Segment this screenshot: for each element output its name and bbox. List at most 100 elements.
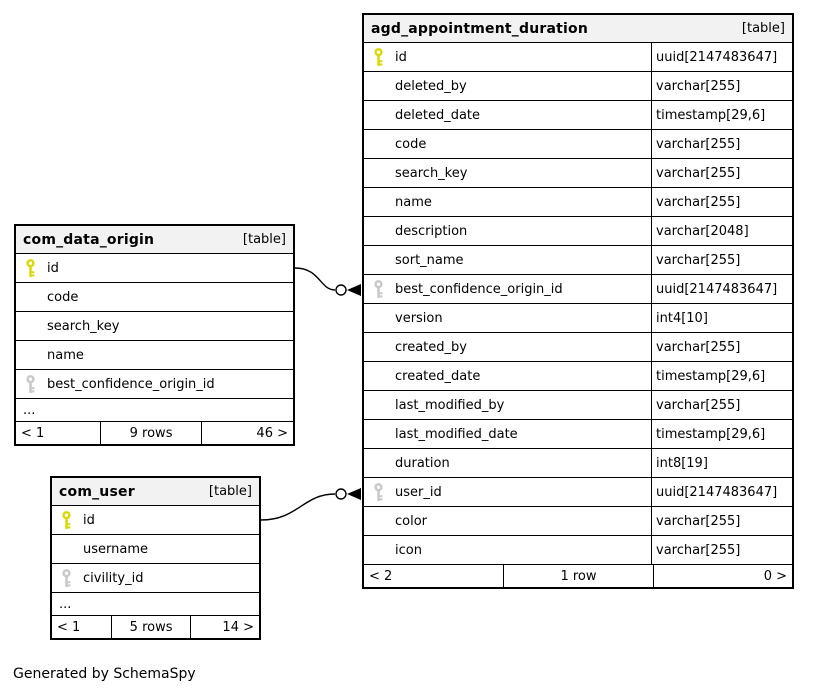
truncated-columns-indicator: ... bbox=[52, 593, 259, 616]
table-agd_appointment_duration[interactable]: agd_appointment_duration [table] id uuid[… bbox=[362, 13, 794, 589]
column-row-code: code bbox=[16, 283, 293, 312]
table-badge: [table] bbox=[242, 232, 286, 247]
foreign-key-icon bbox=[23, 374, 47, 394]
column-name: last_modified_by bbox=[395, 397, 505, 413]
column-type: varchar[255] bbox=[651, 391, 792, 419]
table-header[interactable]: com_user [table] bbox=[52, 478, 259, 506]
column-name: civility_id bbox=[83, 570, 144, 586]
column-name: code bbox=[47, 289, 79, 305]
column-row-created_date: created_date timestamp[29,6] bbox=[364, 362, 792, 391]
column-type: timestamp[29,6] bbox=[651, 420, 792, 448]
column-type: timestamp[29,6] bbox=[651, 101, 792, 129]
column-name: search_key bbox=[47, 318, 120, 334]
column-row-deleted_date: deleted_date timestamp[29,6] bbox=[364, 101, 792, 130]
column-row-deleted_by: deleted_by varchar[255] bbox=[364, 72, 792, 101]
foreign-key-icon bbox=[371, 279, 395, 299]
column-row-last_modified_date: last_modified_date timestamp[29,6] bbox=[364, 420, 792, 449]
table-footer: < 1 9 rows 46 > bbox=[16, 422, 293, 444]
column-row-icon: icon varchar[255] bbox=[364, 536, 792, 565]
column-name: user_id bbox=[395, 484, 442, 500]
column-type: int4[10] bbox=[651, 304, 792, 332]
column-row-best_confidence_origin_id: best_confidence_origin_id bbox=[16, 370, 293, 399]
primary-key-icon bbox=[59, 510, 83, 530]
column-type: varchar[255] bbox=[651, 72, 792, 100]
column-name: sort_name bbox=[395, 252, 464, 268]
connector-com_data_origin-to-best_confidence_origin_id bbox=[294, 267, 361, 296]
column-name: deleted_date bbox=[395, 107, 481, 123]
column-row-version: version int4[10] bbox=[364, 304, 792, 333]
truncated-columns-indicator: ... bbox=[16, 399, 293, 422]
hidden-parents-count: < 1 bbox=[21, 425, 45, 441]
generator-note: Generated by SchemaSpy bbox=[13, 666, 196, 682]
hidden-children-count: 46 > bbox=[256, 425, 288, 441]
column-row-name: name bbox=[16, 341, 293, 370]
column-row-color: color varchar[255] bbox=[364, 507, 792, 536]
table-header[interactable]: com_data_origin [table] bbox=[16, 226, 293, 254]
column-name: best_confidence_origin_id bbox=[395, 281, 563, 297]
column-type: varchar[255] bbox=[651, 246, 792, 274]
column-row-name: name varchar[255] bbox=[364, 188, 792, 217]
column-row-user_id: user_id uuid[2147483647] bbox=[364, 478, 792, 507]
column-name: version bbox=[395, 310, 443, 326]
foreign-key-icon bbox=[371, 482, 395, 502]
column-row-id: id bbox=[52, 506, 259, 535]
column-row-sort_name: sort_name varchar[255] bbox=[364, 246, 792, 275]
column-name: id bbox=[47, 260, 59, 276]
column-row-created_by: created_by varchar[255] bbox=[364, 333, 792, 362]
row-count: 1 row bbox=[502, 565, 655, 587]
table-com_data_origin[interactable]: com_data_origin [table] id code search_key… bbox=[14, 224, 295, 446]
column-row-username: username bbox=[52, 535, 259, 564]
column-name: color bbox=[395, 513, 428, 529]
column-row-id: id bbox=[16, 254, 293, 283]
column-row-duration: duration int8[19] bbox=[364, 449, 792, 478]
connector-com_user-to-user_id bbox=[260, 488, 361, 521]
column-name: best_confidence_origin_id bbox=[47, 376, 215, 392]
column-type: timestamp[29,6] bbox=[651, 362, 792, 390]
row-count: 9 rows bbox=[99, 422, 203, 444]
column-row-search_key: search_key varchar[255] bbox=[364, 159, 792, 188]
column-name: username bbox=[83, 541, 148, 557]
column-name: created_date bbox=[395, 368, 481, 384]
column-name: icon bbox=[395, 542, 422, 558]
table-footer: < 1 5 rows 14 > bbox=[52, 616, 259, 638]
hidden-children-count: 14 > bbox=[222, 619, 254, 635]
column-type: uuid[2147483647] bbox=[651, 275, 792, 303]
column-name: id bbox=[395, 49, 407, 65]
column-row-id: id uuid[2147483647] bbox=[364, 43, 792, 72]
hidden-parents-count: < 2 bbox=[369, 568, 393, 584]
column-type: varchar[255] bbox=[651, 333, 792, 361]
primary-key-icon bbox=[23, 258, 47, 278]
column-row-best_confidence_origin_id: best_confidence_origin_id uuid[2147483647… bbox=[364, 275, 792, 304]
column-row-last_modified_by: last_modified_by varchar[255] bbox=[364, 391, 792, 420]
table-badge: [table] bbox=[208, 484, 252, 499]
column-row-description: description varchar[2048] bbox=[364, 217, 792, 246]
column-name: description bbox=[395, 223, 468, 239]
hidden-children-count: 0 > bbox=[763, 568, 787, 584]
column-type: uuid[2147483647] bbox=[651, 478, 792, 506]
column-name: created_by bbox=[395, 339, 467, 355]
column-name: name bbox=[395, 194, 432, 210]
column-type: varchar[255] bbox=[651, 188, 792, 216]
column-type: varchar[2048] bbox=[651, 217, 792, 245]
foreign-key-icon bbox=[59, 568, 83, 588]
table-com_user[interactable]: com_user [table] id username civility_id .… bbox=[50, 476, 261, 640]
column-name: deleted_by bbox=[395, 78, 467, 94]
column-type: varchar[255] bbox=[651, 507, 792, 535]
table-badge: [table] bbox=[741, 21, 785, 36]
table-header[interactable]: agd_appointment_duration [table] bbox=[364, 15, 792, 43]
column-row-civility_id: civility_id bbox=[52, 564, 259, 593]
column-type: varchar[255] bbox=[651, 130, 792, 158]
column-type: varchar[255] bbox=[651, 159, 792, 187]
column-type: varchar[255] bbox=[651, 536, 792, 564]
hidden-parents-count: < 1 bbox=[57, 619, 81, 635]
column-name: duration bbox=[395, 455, 450, 471]
table-footer: < 2 1 row 0 > bbox=[364, 565, 792, 587]
column-row-code: code varchar[255] bbox=[364, 130, 792, 159]
table-title: com_data_origin bbox=[23, 231, 155, 248]
column-type: int8[19] bbox=[651, 449, 792, 477]
primary-key-icon bbox=[371, 47, 395, 67]
row-count: 5 rows bbox=[110, 616, 192, 638]
column-name: name bbox=[47, 347, 84, 363]
column-name: code bbox=[395, 136, 427, 152]
